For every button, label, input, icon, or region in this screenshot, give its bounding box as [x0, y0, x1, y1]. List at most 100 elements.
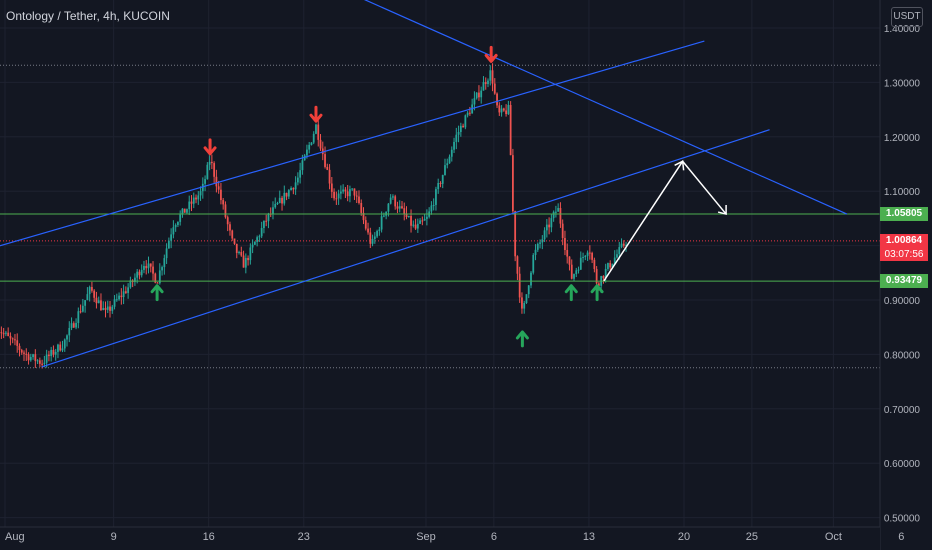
candle-body — [106, 306, 109, 310]
candle-body — [468, 112, 471, 114]
time-axis[interactable]: Aug91623Sep6132025Oct611 — [0, 526, 932, 550]
candle-body — [18, 345, 21, 351]
candle-body — [566, 250, 569, 257]
candle-body — [45, 354, 48, 363]
candle-body — [149, 263, 152, 267]
time-axis-background — [0, 527, 880, 550]
candle-body — [249, 247, 252, 261]
candle-body — [457, 131, 460, 135]
candle-body — [586, 252, 589, 256]
candle-body — [371, 238, 374, 244]
candle-body — [496, 93, 498, 106]
currency-button[interactable]: USDT — [891, 7, 923, 27]
candle-body — [401, 206, 403, 209]
candle-body — [197, 195, 200, 200]
candle-body — [602, 276, 605, 279]
candle-body — [29, 357, 32, 361]
candle-body — [156, 282, 159, 284]
arrow-up-icon — [564, 284, 578, 294]
candle-body — [360, 202, 363, 213]
candle-body — [597, 283, 600, 286]
candle-body — [398, 206, 401, 209]
candle-body — [190, 201, 193, 204]
price-tick-label: 0.70000 — [884, 405, 921, 416]
candle-body — [588, 252, 591, 254]
candle-body — [523, 303, 526, 309]
candle-body — [27, 354, 30, 361]
candle-body — [68, 327, 71, 336]
candle-body — [229, 224, 231, 231]
candle-body — [480, 90, 483, 98]
candle-body — [545, 224, 548, 231]
candle-body — [484, 82, 487, 84]
horizontal-levels[interactable] — [0, 213, 880, 282]
candle-body — [267, 213, 270, 222]
arrow-down-icon — [203, 146, 217, 156]
time-tick-label: 25 — [746, 531, 758, 543]
candle-body — [183, 208, 186, 213]
candle-body — [9, 335, 12, 339]
candle-body — [290, 188, 292, 191]
candle-body — [573, 274, 575, 279]
candle-body — [113, 299, 116, 307]
candle-body — [172, 227, 175, 235]
candle-body — [382, 215, 385, 217]
candle-body — [23, 352, 25, 354]
candle-body — [274, 204, 277, 208]
candle-body — [100, 300, 102, 310]
candle-body — [344, 189, 347, 192]
candle-body — [143, 265, 145, 270]
candle-body — [57, 344, 59, 352]
candle-body — [353, 188, 356, 196]
candle-body — [109, 306, 111, 311]
candle-body — [292, 188, 295, 190]
candle-body — [557, 207, 560, 212]
candle-body — [466, 112, 469, 116]
candle-body — [66, 335, 68, 340]
candle-body — [52, 349, 55, 355]
candle-body — [376, 230, 378, 237]
chart-title: Ontology / Tether, 4h, KUCOIN — [6, 9, 170, 23]
candle-body — [487, 80, 489, 84]
candle-body — [455, 134, 458, 142]
candle-body — [5, 332, 7, 334]
candle-body — [364, 220, 367, 229]
candle-body — [459, 125, 462, 132]
projection-path[interactable] — [603, 160, 727, 282]
candle-body — [61, 348, 64, 351]
candle-body — [437, 183, 440, 190]
arrow-up-icon — [515, 330, 529, 340]
candle-body — [570, 264, 573, 279]
candle-body — [147, 263, 150, 269]
candle-body — [534, 249, 537, 255]
candle-body — [258, 236, 261, 238]
candle-body — [145, 265, 148, 269]
candle-body — [446, 163, 449, 166]
time-tick-label: 23 — [298, 531, 310, 543]
candle-body — [421, 220, 424, 222]
candle-body — [622, 243, 625, 246]
candle-body — [220, 189, 222, 201]
candle-body — [308, 144, 311, 150]
candle-body — [380, 216, 383, 230]
candle-body — [272, 207, 274, 214]
candle-body — [416, 223, 419, 229]
candle-body — [283, 192, 286, 204]
candle-body — [611, 263, 614, 268]
candle-body — [226, 217, 229, 225]
time-tick-label: 16 — [203, 531, 215, 543]
candle-body — [188, 201, 191, 210]
candle-body — [473, 98, 476, 105]
candle-body — [541, 239, 544, 243]
candle-body — [213, 163, 216, 177]
candle-body — [405, 213, 408, 218]
candle-body — [41, 363, 44, 365]
candle-body — [500, 108, 503, 113]
candle-body — [464, 115, 467, 128]
candle-body — [575, 270, 578, 275]
candle-body — [88, 287, 91, 295]
candle-body — [392, 196, 394, 198]
trendlines[interactable] — [0, 0, 848, 368]
projection-arrowhead — [717, 205, 727, 216]
